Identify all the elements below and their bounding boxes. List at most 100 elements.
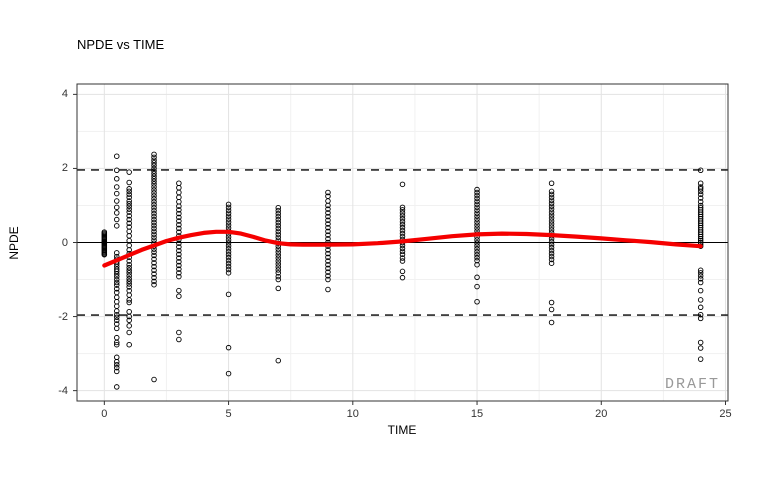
data-point <box>114 210 120 216</box>
data-point <box>126 213 132 219</box>
data-point <box>114 250 120 256</box>
data-point <box>151 157 157 164</box>
data-point <box>399 274 406 281</box>
data-point <box>176 240 182 246</box>
data-point <box>126 297 132 303</box>
data-point <box>225 219 232 225</box>
data-point <box>151 193 157 199</box>
data-point <box>399 248 406 255</box>
data-point <box>126 284 132 290</box>
data-point <box>399 233 406 240</box>
data-point <box>474 261 480 268</box>
data-point <box>474 283 480 290</box>
data-point <box>114 282 120 288</box>
data-point <box>275 273 282 280</box>
data-point <box>275 228 282 235</box>
data-point <box>697 356 704 362</box>
data-point <box>548 260 555 266</box>
data-point <box>325 206 331 212</box>
data-point <box>399 216 406 222</box>
data-point <box>126 276 132 282</box>
data-point <box>548 241 555 248</box>
data-point <box>697 191 704 198</box>
data-point <box>126 188 132 195</box>
data-point <box>126 313 132 320</box>
data-point <box>325 213 331 220</box>
y-tick-label: -2 <box>58 310 68 323</box>
data-point <box>114 384 120 390</box>
data-point <box>176 251 182 258</box>
data-point <box>225 210 232 216</box>
data-point <box>474 237 480 243</box>
data-point <box>151 213 157 220</box>
data-point <box>225 370 232 377</box>
data-point <box>225 260 232 267</box>
data-point <box>399 219 406 225</box>
data-point <box>126 200 132 207</box>
data-point <box>548 299 555 306</box>
data-point <box>151 281 157 288</box>
data-point <box>176 210 182 217</box>
data-point <box>548 239 555 245</box>
data-point <box>548 306 555 313</box>
data-point <box>325 250 331 257</box>
data-point <box>275 216 282 223</box>
data-point <box>114 176 120 182</box>
data-point <box>151 160 157 166</box>
data-point <box>548 209 555 215</box>
data-point <box>548 244 555 251</box>
data-point <box>325 217 331 224</box>
data-point <box>114 190 120 197</box>
data-point <box>114 223 120 229</box>
y-tick-label: 2 <box>61 162 68 175</box>
data-point <box>275 219 282 226</box>
data-point <box>126 329 132 336</box>
data-point <box>151 252 157 259</box>
data-point <box>225 344 232 351</box>
data-point <box>126 203 132 209</box>
data-point <box>126 169 132 175</box>
data-point <box>114 317 120 324</box>
data-point <box>114 361 120 368</box>
data-point <box>399 255 406 261</box>
data-point <box>126 341 132 348</box>
data-point <box>114 339 120 346</box>
data-point <box>114 216 120 223</box>
data-point <box>176 207 182 213</box>
data-point <box>399 268 406 275</box>
data-point <box>697 273 704 279</box>
data-point <box>151 176 157 182</box>
data-point <box>275 252 282 258</box>
data-point <box>225 246 232 252</box>
data-point <box>275 234 282 241</box>
data-point <box>176 273 182 280</box>
data-point <box>399 207 406 213</box>
data-point <box>151 234 157 241</box>
data-point <box>275 249 282 255</box>
data-point <box>697 311 704 318</box>
data-point <box>474 219 480 225</box>
data-point <box>126 267 132 274</box>
data-point <box>151 207 157 214</box>
data-point <box>548 224 555 230</box>
data-point <box>474 240 480 246</box>
data-point <box>114 308 120 314</box>
data-point <box>225 234 232 240</box>
data-point <box>225 257 232 264</box>
data-point <box>151 225 157 232</box>
x-tick-label: 10 <box>346 408 359 420</box>
data-point <box>114 184 120 190</box>
data-point <box>399 230 406 237</box>
data-point <box>176 225 182 232</box>
data-point <box>151 165 157 172</box>
data-point <box>126 194 132 201</box>
data-point <box>325 265 331 272</box>
data-point <box>325 202 331 209</box>
data-point <box>548 188 555 195</box>
data-point <box>225 222 232 228</box>
data-point <box>225 201 232 208</box>
data-point <box>176 287 182 294</box>
data-point <box>548 247 555 254</box>
data-point <box>474 192 480 199</box>
